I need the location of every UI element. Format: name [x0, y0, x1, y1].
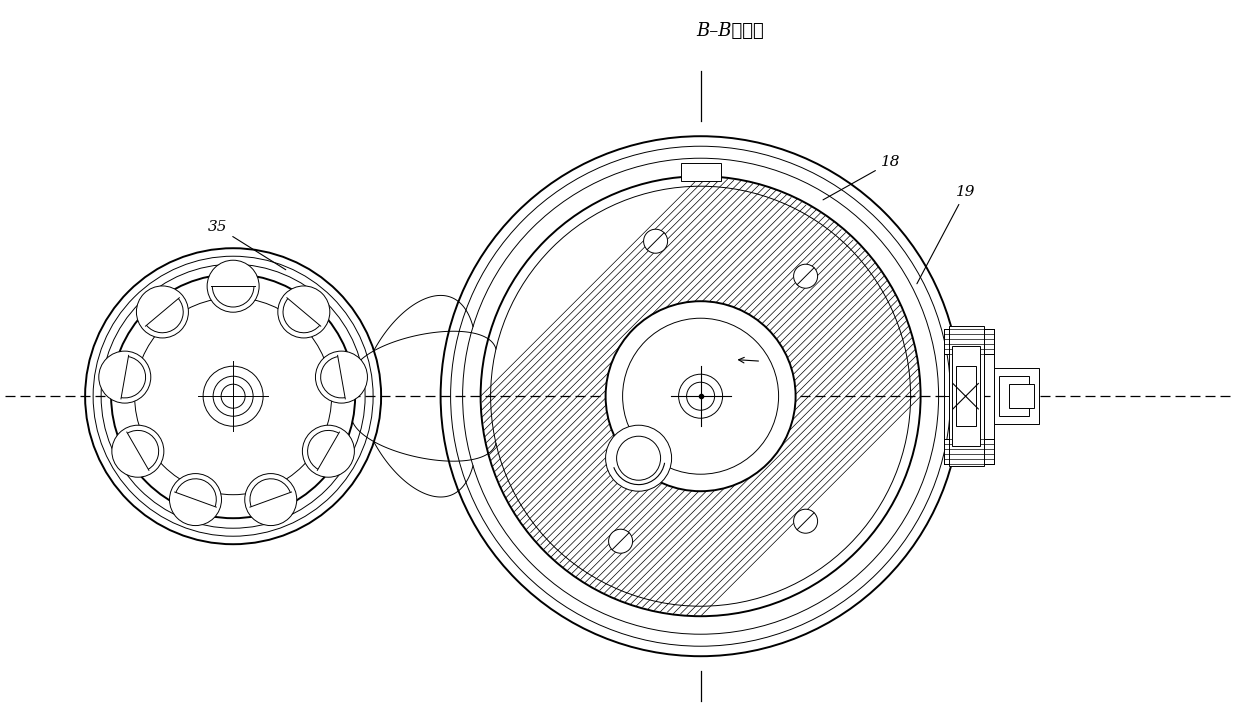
- Circle shape: [644, 229, 667, 253]
- Bar: [681, 164, 720, 181]
- Circle shape: [207, 260, 259, 312]
- Bar: [951, 346, 980, 446]
- Text: 19: 19: [916, 185, 975, 284]
- Polygon shape: [352, 295, 500, 497]
- Circle shape: [794, 509, 817, 533]
- Circle shape: [605, 425, 672, 491]
- Circle shape: [136, 286, 188, 338]
- Bar: [956, 366, 976, 426]
- Bar: [993, 368, 1039, 425]
- Text: 18: 18: [823, 156, 900, 200]
- Text: 35: 35: [208, 220, 285, 270]
- Circle shape: [678, 374, 723, 418]
- Circle shape: [609, 529, 632, 553]
- Circle shape: [244, 473, 296, 526]
- Circle shape: [170, 473, 222, 526]
- Circle shape: [315, 351, 367, 403]
- Bar: [944, 329, 993, 464]
- Circle shape: [278, 286, 330, 338]
- Bar: [949, 326, 983, 466]
- Circle shape: [203, 366, 263, 426]
- Circle shape: [99, 351, 151, 403]
- Circle shape: [616, 436, 661, 481]
- Bar: [1008, 384, 1034, 409]
- Circle shape: [605, 301, 796, 491]
- Circle shape: [112, 425, 164, 477]
- Circle shape: [213, 376, 253, 417]
- Text: B–B剖视图: B–B剖视图: [697, 22, 765, 40]
- Circle shape: [622, 318, 779, 474]
- Circle shape: [221, 384, 246, 409]
- Circle shape: [794, 264, 817, 288]
- Bar: [944, 329, 993, 354]
- Circle shape: [303, 425, 355, 477]
- Circle shape: [135, 298, 331, 494]
- Circle shape: [687, 382, 714, 410]
- Bar: [944, 438, 993, 464]
- Bar: [998, 376, 1029, 417]
